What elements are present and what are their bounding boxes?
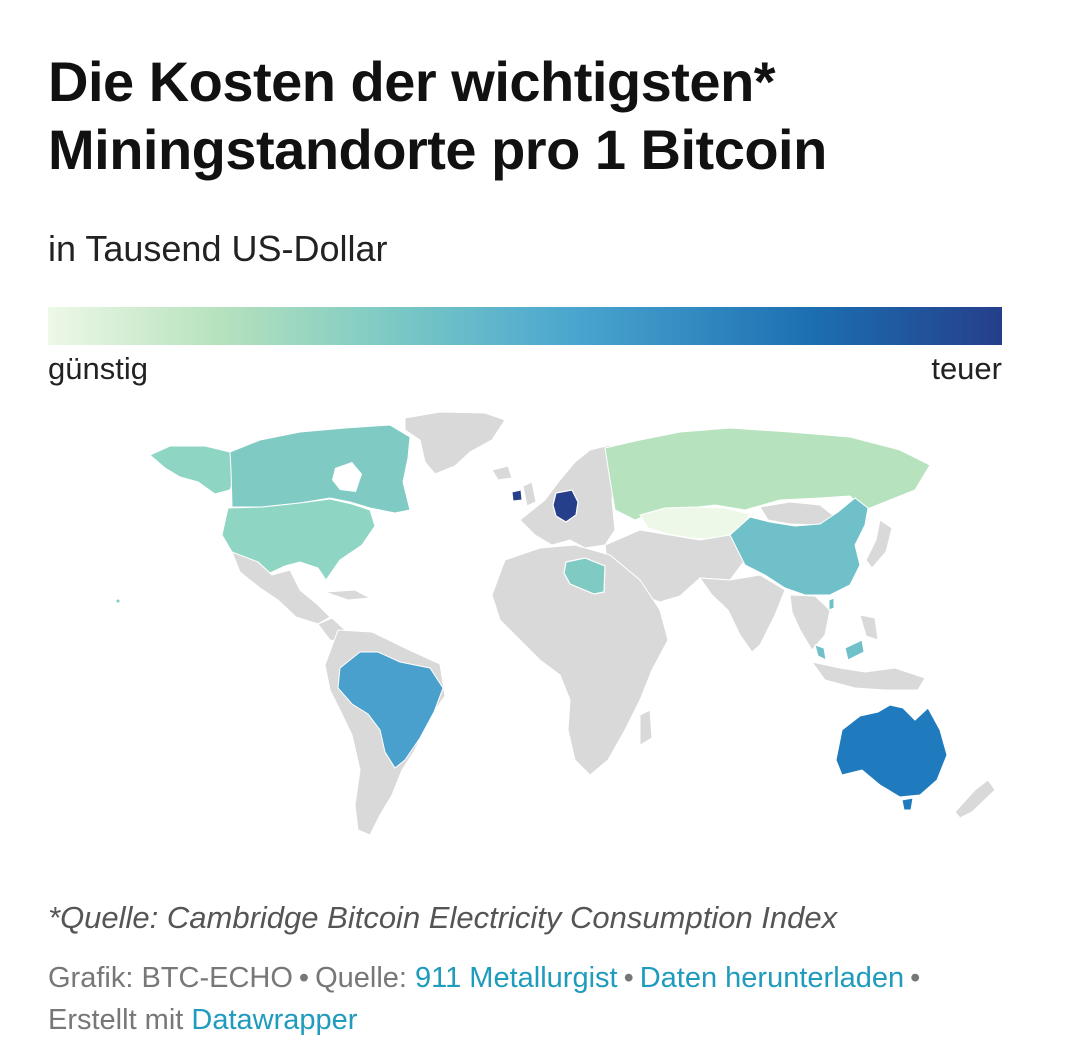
country-germany[interactable] xyxy=(552,489,579,523)
country-philippines[interactable] xyxy=(859,614,879,641)
region-indonesia[interactable] xyxy=(810,661,926,691)
datawrapper-link[interactable]: Datawrapper xyxy=(191,1004,358,1036)
country-ireland[interactable] xyxy=(511,489,523,502)
source-note: *Quelle: Cambridge Bitcoin Electricity C… xyxy=(48,900,838,935)
region-southeast-asia[interactable] xyxy=(789,594,831,651)
footer-grafik: Grafik: BTC-ECHO xyxy=(48,962,293,994)
country-uk[interactable] xyxy=(522,481,537,507)
country-japan[interactable] xyxy=(865,519,893,569)
country-canada[interactable] xyxy=(229,424,411,514)
title-line-1: Die Kosten der wichtigsten* xyxy=(48,50,776,113)
footer-quelle-label: Quelle: xyxy=(315,962,407,994)
region-caribbean[interactable] xyxy=(324,589,372,601)
legend-high-label: teuer xyxy=(931,351,1002,386)
legend-low-label: günstig xyxy=(48,351,148,386)
country-australia[interactable] xyxy=(835,704,948,798)
hudson-bay xyxy=(332,462,362,492)
country-alaska[interactable] xyxy=(149,445,238,495)
continent-africa[interactable] xyxy=(491,544,669,776)
world-map xyxy=(116,411,996,836)
country-greenland[interactable] xyxy=(404,411,506,475)
footer: Grafik: BTC-ECHO • Quelle: 911 Metallurgis… xyxy=(48,957,1038,1041)
country-new-zealand[interactable] xyxy=(954,779,996,819)
footer-separator-3: • xyxy=(910,962,921,994)
region-south-asia[interactable] xyxy=(698,574,786,653)
chart-title: Die Kosten der wichtigsten* Miningstando… xyxy=(48,48,1048,184)
country-mexico[interactable] xyxy=(231,551,331,625)
country-australia-tasmania[interactable] xyxy=(901,797,914,811)
country-china[interactable] xyxy=(729,497,869,596)
country-taiwan[interactable] xyxy=(828,597,835,611)
footer-separator-2: • xyxy=(623,962,634,994)
country-iceland[interactable] xyxy=(491,465,513,481)
download-data-link[interactable]: Daten herunterladen xyxy=(639,962,905,994)
country-libya[interactable] xyxy=(563,557,606,595)
island-hawaii xyxy=(116,599,120,603)
country-malaysia-borneo[interactable] xyxy=(844,639,865,661)
footer-separator-1: • xyxy=(298,962,310,994)
chart-subtitle: in Tausend US-Dollar xyxy=(48,228,388,269)
country-madagascar[interactable] xyxy=(639,709,653,746)
footer-created-label: Erstellt mit xyxy=(48,1004,184,1036)
country-malaysia[interactable] xyxy=(814,644,827,661)
title-line-2: Miningstandorte pro 1 Bitcoin xyxy=(48,118,827,181)
source-link[interactable]: 911 Metallurgist xyxy=(415,962,618,994)
country-brazil[interactable] xyxy=(337,651,444,769)
color-legend-bar xyxy=(48,307,1002,345)
